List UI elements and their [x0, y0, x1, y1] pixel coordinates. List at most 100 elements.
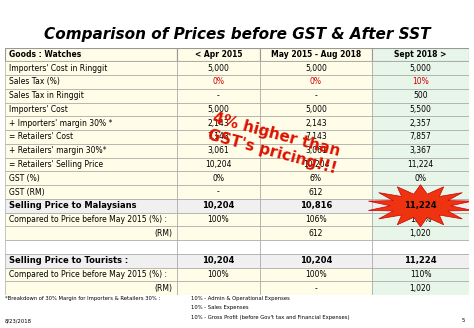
FancyBboxPatch shape: [260, 103, 372, 116]
FancyBboxPatch shape: [177, 116, 260, 130]
Text: 10,204: 10,204: [303, 160, 329, 169]
Text: Sept 2018 >: Sept 2018 >: [394, 50, 447, 59]
Text: 10% - Admin & Operational Expenses: 10% - Admin & Operational Expenses: [191, 296, 290, 301]
FancyBboxPatch shape: [260, 48, 372, 61]
FancyBboxPatch shape: [372, 240, 469, 254]
Text: Selling Price to Tourists :: Selling Price to Tourists :: [9, 256, 128, 265]
Text: 10% - Gross Profit (before Gov't tax and Financial Expenses): 10% - Gross Profit (before Gov't tax and…: [191, 315, 349, 320]
Text: 0%: 0%: [212, 77, 224, 87]
Text: 10,204: 10,204: [205, 160, 232, 169]
FancyBboxPatch shape: [5, 254, 177, 268]
Text: 11,224: 11,224: [407, 160, 434, 169]
FancyBboxPatch shape: [372, 89, 469, 103]
FancyBboxPatch shape: [372, 61, 469, 75]
FancyBboxPatch shape: [260, 158, 372, 171]
FancyBboxPatch shape: [5, 48, 177, 61]
Text: 500: 500: [413, 91, 428, 100]
Text: 5,000: 5,000: [305, 105, 327, 114]
Text: 7,143: 7,143: [305, 133, 327, 141]
Text: -: -: [217, 91, 220, 100]
FancyBboxPatch shape: [177, 254, 260, 268]
Text: 110%: 110%: [410, 270, 431, 279]
Text: 6%: 6%: [310, 174, 322, 183]
Text: 2,357: 2,357: [410, 119, 431, 128]
Text: Selling Price to Malaysians: Selling Price to Malaysians: [9, 201, 137, 210]
FancyBboxPatch shape: [372, 281, 469, 295]
FancyBboxPatch shape: [177, 213, 260, 226]
Text: + Importers' margin 30% *: + Importers' margin 30% *: [9, 119, 113, 128]
Text: 110%: 110%: [410, 215, 431, 224]
FancyBboxPatch shape: [5, 89, 177, 103]
FancyBboxPatch shape: [260, 89, 372, 103]
Text: Sales Tax in Ringgit: Sales Tax in Ringgit: [9, 91, 84, 100]
FancyBboxPatch shape: [177, 48, 260, 61]
FancyBboxPatch shape: [177, 75, 260, 89]
Text: 5,500: 5,500: [410, 105, 431, 114]
FancyBboxPatch shape: [372, 144, 469, 158]
FancyBboxPatch shape: [177, 61, 260, 75]
FancyBboxPatch shape: [5, 240, 177, 254]
Text: 2,143: 2,143: [305, 119, 327, 128]
Text: 1,020: 1,020: [410, 229, 431, 238]
FancyBboxPatch shape: [177, 226, 260, 240]
Text: Importers' Cost: Importers' Cost: [9, 105, 68, 114]
Text: 2,143: 2,143: [208, 119, 229, 128]
FancyBboxPatch shape: [260, 281, 372, 295]
FancyBboxPatch shape: [260, 213, 372, 226]
FancyBboxPatch shape: [260, 75, 372, 89]
Text: 7,143: 7,143: [208, 133, 229, 141]
Text: 4% higher than
GST's pricing!!!: 4% higher than GST's pricing!!!: [206, 111, 343, 176]
Text: -: -: [217, 188, 220, 196]
Text: 11,224: 11,224: [404, 256, 437, 265]
FancyBboxPatch shape: [260, 254, 372, 268]
FancyBboxPatch shape: [372, 213, 469, 226]
Text: 100%: 100%: [208, 215, 229, 224]
FancyBboxPatch shape: [260, 130, 372, 144]
Text: 11,224: 11,224: [404, 201, 437, 210]
Text: (RM): (RM): [154, 229, 172, 238]
Text: -: -: [315, 91, 318, 100]
Text: Goods : Watches: Goods : Watches: [9, 50, 82, 59]
FancyBboxPatch shape: [372, 268, 469, 281]
Text: Sales Tax (%): Sales Tax (%): [9, 77, 60, 87]
FancyBboxPatch shape: [177, 199, 260, 213]
FancyBboxPatch shape: [372, 226, 469, 240]
Text: Case Study By the Malaysia Watch Trade Association: Case Study By the Malaysia Watch Trade A…: [118, 6, 356, 15]
FancyBboxPatch shape: [177, 158, 260, 171]
FancyBboxPatch shape: [177, 240, 260, 254]
FancyBboxPatch shape: [177, 144, 260, 158]
Text: 5: 5: [461, 318, 465, 323]
FancyBboxPatch shape: [5, 103, 177, 116]
FancyBboxPatch shape: [372, 254, 469, 268]
FancyBboxPatch shape: [372, 103, 469, 116]
Text: GST (%): GST (%): [9, 174, 40, 183]
FancyBboxPatch shape: [5, 75, 177, 89]
FancyBboxPatch shape: [5, 185, 177, 199]
FancyBboxPatch shape: [5, 171, 177, 185]
FancyBboxPatch shape: [372, 48, 469, 61]
FancyBboxPatch shape: [372, 116, 469, 130]
FancyBboxPatch shape: [260, 226, 372, 240]
Text: -: -: [315, 284, 318, 293]
FancyBboxPatch shape: [260, 240, 372, 254]
FancyBboxPatch shape: [5, 144, 177, 158]
FancyBboxPatch shape: [260, 116, 372, 130]
Text: 10,204: 10,204: [300, 256, 332, 265]
Text: 10,204: 10,204: [202, 201, 235, 210]
Text: 3,061: 3,061: [208, 146, 229, 155]
Text: Comparison of Prices before GST & After SST: Comparison of Prices before GST & After …: [44, 27, 430, 42]
Text: 10,816: 10,816: [300, 201, 332, 210]
FancyBboxPatch shape: [372, 158, 469, 171]
FancyBboxPatch shape: [5, 116, 177, 130]
Text: 3,367: 3,367: [410, 146, 431, 155]
Text: 10%: 10%: [412, 77, 429, 87]
FancyBboxPatch shape: [5, 61, 177, 75]
Text: 5,000: 5,000: [305, 64, 327, 73]
FancyBboxPatch shape: [5, 281, 177, 295]
FancyBboxPatch shape: [260, 61, 372, 75]
Text: 100%: 100%: [305, 270, 327, 279]
Text: 8/23/2018: 8/23/2018: [5, 318, 32, 323]
FancyBboxPatch shape: [177, 89, 260, 103]
FancyBboxPatch shape: [5, 158, 177, 171]
FancyBboxPatch shape: [177, 281, 260, 295]
